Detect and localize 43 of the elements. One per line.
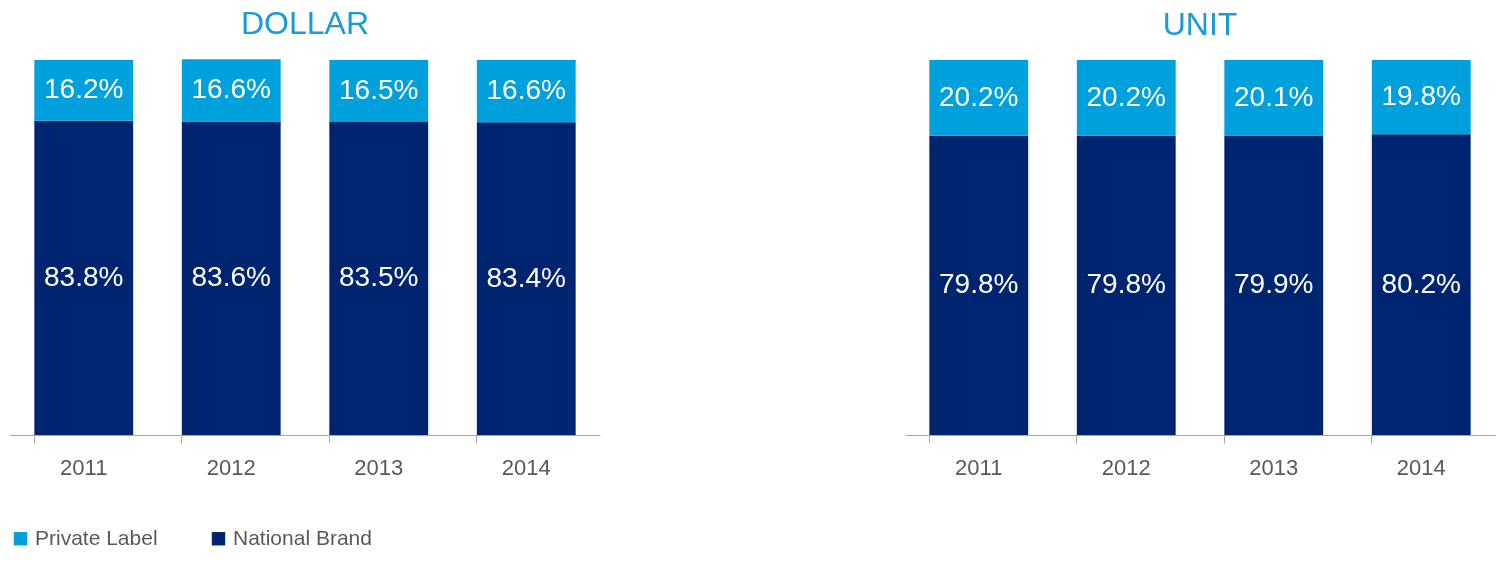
bar (329, 60, 429, 122)
x-tick-label: 2012 (206, 454, 256, 480)
data-label: 79.9% (1234, 268, 1314, 300)
x-tick-label: 2014 (1396, 454, 1446, 480)
chart-title: DOLLAR (240, 5, 370, 42)
bar (1076, 60, 1176, 136)
data-label: 16.2% (44, 73, 124, 105)
bar (34, 120, 134, 435)
data-label: 83.8% (44, 260, 124, 292)
x-tick-label: 2011 (955, 454, 1003, 480)
bar (476, 122, 576, 435)
data-label: 83.5% (339, 261, 419, 293)
x-tick-label: 2013 (1249, 454, 1299, 480)
legend-label: National Brand (233, 525, 372, 549)
bar (329, 121, 429, 435)
data-label: 20.1% (1234, 80, 1314, 112)
data-label: 80.2% (1381, 267, 1461, 299)
x-tick-label: 2013 (354, 454, 404, 480)
x-tick-label: 2014 (501, 454, 551, 480)
bar (1224, 135, 1324, 435)
data-label: 16.5% (339, 73, 419, 105)
data-label: 16.6% (191, 73, 271, 105)
bar (929, 135, 1029, 435)
bar (929, 60, 1029, 136)
bar (1076, 135, 1176, 435)
chart-title: UNIT (1162, 6, 1238, 42)
bar (1224, 60, 1324, 136)
legend-label: Private Label (35, 525, 158, 549)
data-label: 83.6% (191, 261, 271, 293)
bar (34, 60, 134, 121)
data-label: 16.6% (486, 74, 566, 106)
bar (181, 121, 281, 435)
data-label: 79.8% (939, 268, 1019, 300)
bar (1371, 60, 1471, 135)
data-label: 20.2% (939, 80, 1019, 112)
data-label: 83.4% (486, 261, 566, 293)
x-tick-label: 2011 (60, 454, 108, 480)
data-label: 79.8% (1086, 268, 1166, 300)
data-label: 20.2% (1086, 80, 1166, 112)
bar (181, 59, 281, 122)
data-label: 19.8% (1381, 80, 1461, 112)
bar (1371, 134, 1471, 435)
x-tick-label: 2012 (1101, 454, 1151, 480)
